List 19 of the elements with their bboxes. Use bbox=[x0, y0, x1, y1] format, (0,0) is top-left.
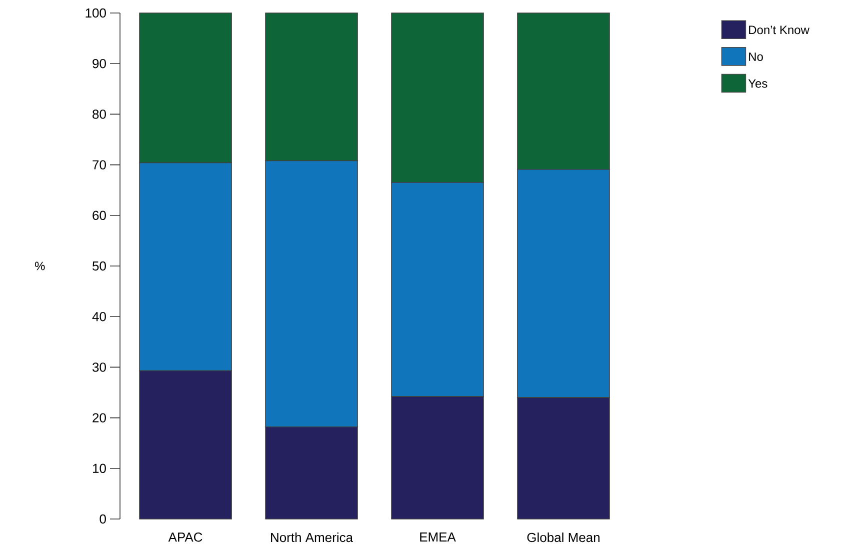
y-tick-label: 0 bbox=[100, 514, 106, 524]
y-axis-title: % bbox=[34, 262, 45, 270]
x-tick-label: Global Mean bbox=[527, 532, 600, 542]
y-tick-label: 60 bbox=[92, 210, 106, 220]
x-tick-label: North America bbox=[271, 532, 354, 542]
y-tick-label: 70 bbox=[92, 160, 106, 170]
legend-label: Yes bbox=[748, 79, 768, 88]
y-tick-label: 80 bbox=[92, 110, 106, 119]
legend-label: No bbox=[749, 52, 763, 61]
y-tick-label: 50 bbox=[92, 261, 106, 271]
legend-label: Don’t Know bbox=[749, 26, 810, 34]
y-tick-label: 40 bbox=[92, 312, 106, 322]
x-tick-label: EMEA bbox=[420, 532, 456, 542]
x-tick-label: APAC bbox=[168, 532, 202, 542]
y-tick-label: 90 bbox=[92, 58, 106, 68]
y-tick-label: 20 bbox=[92, 413, 106, 422]
y-tick-label: 10 bbox=[92, 464, 106, 473]
y-tick-label: 100 bbox=[86, 8, 106, 18]
y-tick-label: 30 bbox=[92, 362, 106, 372]
